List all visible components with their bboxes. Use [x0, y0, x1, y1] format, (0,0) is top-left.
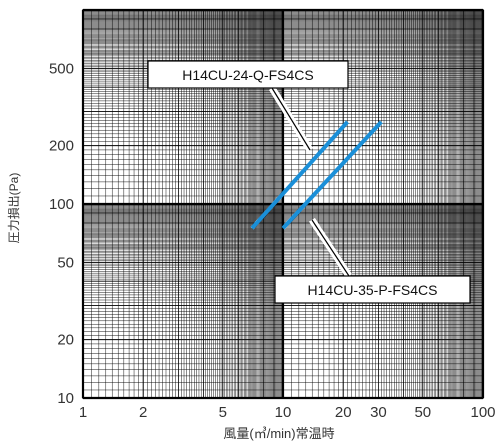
callout-label-1: H14CU-24-Q-FS4CS [182, 67, 313, 83]
x-tick-label: 50 [414, 404, 431, 421]
series-lines [250, 120, 383, 230]
y-tick-label: 10 [57, 390, 74, 407]
x-axis-label: 風量(㎥/min)常温時 [223, 426, 334, 441]
x-tick-label: 30 [370, 404, 387, 421]
y-tick-label: 200 [49, 138, 74, 155]
callout-box [274, 275, 471, 304]
y-tick-label: 500 [49, 60, 74, 77]
callout-leader-line [311, 219, 350, 277]
plot-frame [82, 9, 484, 399]
x-tick-label: 100 [470, 404, 495, 421]
x-tick-label: 10 [275, 404, 292, 421]
callout-leader-line [271, 87, 311, 151]
callout-box [147, 60, 349, 89]
x-tick-labels: 1 2 5 10 20 30 50 100 [79, 404, 496, 421]
y-tick-label: 100 [49, 196, 74, 213]
callouts: H14CU-24-Q-FS4CS H14CU-35-P-FS4CS [147, 60, 471, 304]
callout-label-2: H14CU-35-P-FS4CS [308, 282, 438, 298]
y-tick-label: 20 [57, 332, 74, 349]
x-tick-label: 1 [79, 404, 87, 421]
y-tick-labels: 10 20 50 100 200 500 [49, 60, 74, 407]
y-axis-label: 圧力損出(Pa) [6, 173, 21, 244]
grid [81, 8, 485, 400]
x-tick-label: 5 [219, 404, 227, 421]
y-tick-label: 50 [57, 254, 74, 271]
series-line-2 [281, 120, 383, 230]
x-tick-label: 20 [335, 404, 352, 421]
series-line-1 [250, 120, 349, 230]
x-tick-label: 2 [139, 404, 147, 421]
